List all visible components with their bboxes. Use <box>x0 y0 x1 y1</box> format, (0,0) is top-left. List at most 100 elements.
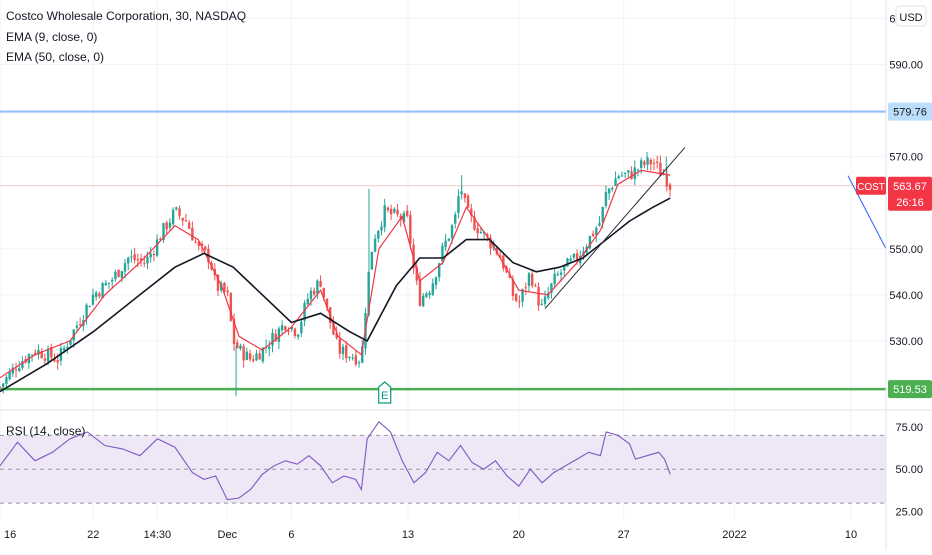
candle-body <box>165 222 168 230</box>
candle-body <box>335 333 338 339</box>
candle-body <box>421 295 425 307</box>
candle-body <box>370 251 374 270</box>
currency-label: USD <box>899 12 922 24</box>
candle-body <box>306 299 309 305</box>
candle-body <box>181 217 184 221</box>
candle-body <box>325 298 329 308</box>
candle-body <box>5 377 8 384</box>
candle-body <box>18 368 21 371</box>
candle-body <box>617 176 620 179</box>
candle-body <box>268 346 271 349</box>
candle-body <box>290 326 293 330</box>
candle-body <box>354 355 358 365</box>
time-tick-label: 6 <box>288 529 294 541</box>
candle-body <box>8 371 11 380</box>
legend-ema50[interactable]: EMA (50, close, 0) <box>6 50 105 64</box>
price-tick-label: 570.00 <box>889 152 923 164</box>
resistance-price-label: 579.76 <box>893 107 927 119</box>
rsi-guide-lines <box>0 434 886 504</box>
candle-body <box>514 294 518 301</box>
candle-body <box>460 191 463 195</box>
candle-body <box>518 301 521 303</box>
symbol-tag: COST <box>856 176 886 195</box>
candle-body <box>479 231 483 234</box>
rsi-tick-label: 25.00 <box>895 507 923 519</box>
resistance-price-tag: 579.76 <box>888 102 932 121</box>
legend-title[interactable]: Costco Wholesale Corporation, 30, NASDAQ <box>6 9 247 23</box>
candle-body <box>393 208 396 213</box>
candle-body <box>588 235 592 249</box>
candle-body <box>556 274 560 276</box>
legend-rsi[interactable]: RSI (14, close) <box>6 424 86 438</box>
candle-body <box>94 292 98 297</box>
candle-body <box>553 273 556 284</box>
candle-body <box>668 184 672 190</box>
candle-body <box>652 162 656 164</box>
candle-body <box>203 246 207 250</box>
candle-body <box>175 207 178 210</box>
candle-body <box>139 258 143 261</box>
candle-body <box>117 269 120 277</box>
currency-button[interactable]: USD <box>895 5 927 27</box>
candle-body <box>569 258 572 261</box>
candle-body <box>357 362 361 364</box>
candle-body <box>457 196 460 214</box>
candle-body <box>152 254 156 256</box>
candle-body <box>242 346 245 361</box>
candle-body <box>143 262 146 264</box>
candle-body <box>220 283 223 291</box>
candle-body <box>98 293 101 297</box>
candle-body <box>636 169 640 171</box>
candle-body <box>187 222 191 229</box>
candle-body <box>591 233 595 237</box>
candle-body <box>78 324 82 326</box>
candle-body <box>550 283 553 293</box>
candle-body <box>223 282 226 292</box>
candle-body <box>316 280 319 294</box>
earnings-marker[interactable]: E <box>378 381 392 404</box>
price-tick-label: 550.00 <box>889 244 923 256</box>
earnings-label: E <box>381 390 388 402</box>
candle-body <box>566 258 569 267</box>
candle-body <box>159 239 162 241</box>
time-tick-label: 20 <box>513 529 525 541</box>
candle-body <box>146 257 149 264</box>
time-axis[interactable]: 16 22 14:30 Dec 6 13 20 27 2022 10 <box>4 529 857 541</box>
candle-body <box>46 348 50 362</box>
earnings-icon[interactable] <box>378 381 392 404</box>
candle-body <box>521 289 524 302</box>
candle-body <box>85 304 88 319</box>
candle-body <box>377 230 380 239</box>
candle-body <box>466 195 470 208</box>
time-tick-label: 13 <box>402 529 414 541</box>
candle-body <box>111 279 114 282</box>
candle-body <box>345 345 348 359</box>
candle-body <box>21 361 24 368</box>
legend-ema9[interactable]: EMA (9, close, 0) <box>6 30 98 44</box>
candle-body <box>405 210 409 216</box>
candle-body <box>502 255 505 269</box>
candle-body <box>643 161 646 166</box>
trendline[interactable] <box>544 147 686 309</box>
candle-body <box>639 160 643 168</box>
candle-body <box>361 346 364 363</box>
candle-body <box>630 171 633 179</box>
time-tick-label: 22 <box>87 529 99 541</box>
candle-body <box>303 302 306 321</box>
candle-body <box>441 245 444 262</box>
candle-body <box>620 175 624 177</box>
candle-body <box>604 192 608 206</box>
candle-body <box>431 283 434 295</box>
candle-body <box>547 293 550 298</box>
candle-body <box>120 271 124 278</box>
candle-body <box>271 332 274 346</box>
price-tick-label: 590.00 <box>889 59 923 71</box>
candle-body <box>444 240 447 248</box>
candle-body <box>34 352 37 355</box>
candle-body <box>101 283 104 299</box>
candle-body <box>319 280 322 287</box>
drawing-diagonal <box>847 175 887 249</box>
last-price-tag: 563.67 26:16 <box>888 176 932 211</box>
candle-body <box>171 209 175 225</box>
